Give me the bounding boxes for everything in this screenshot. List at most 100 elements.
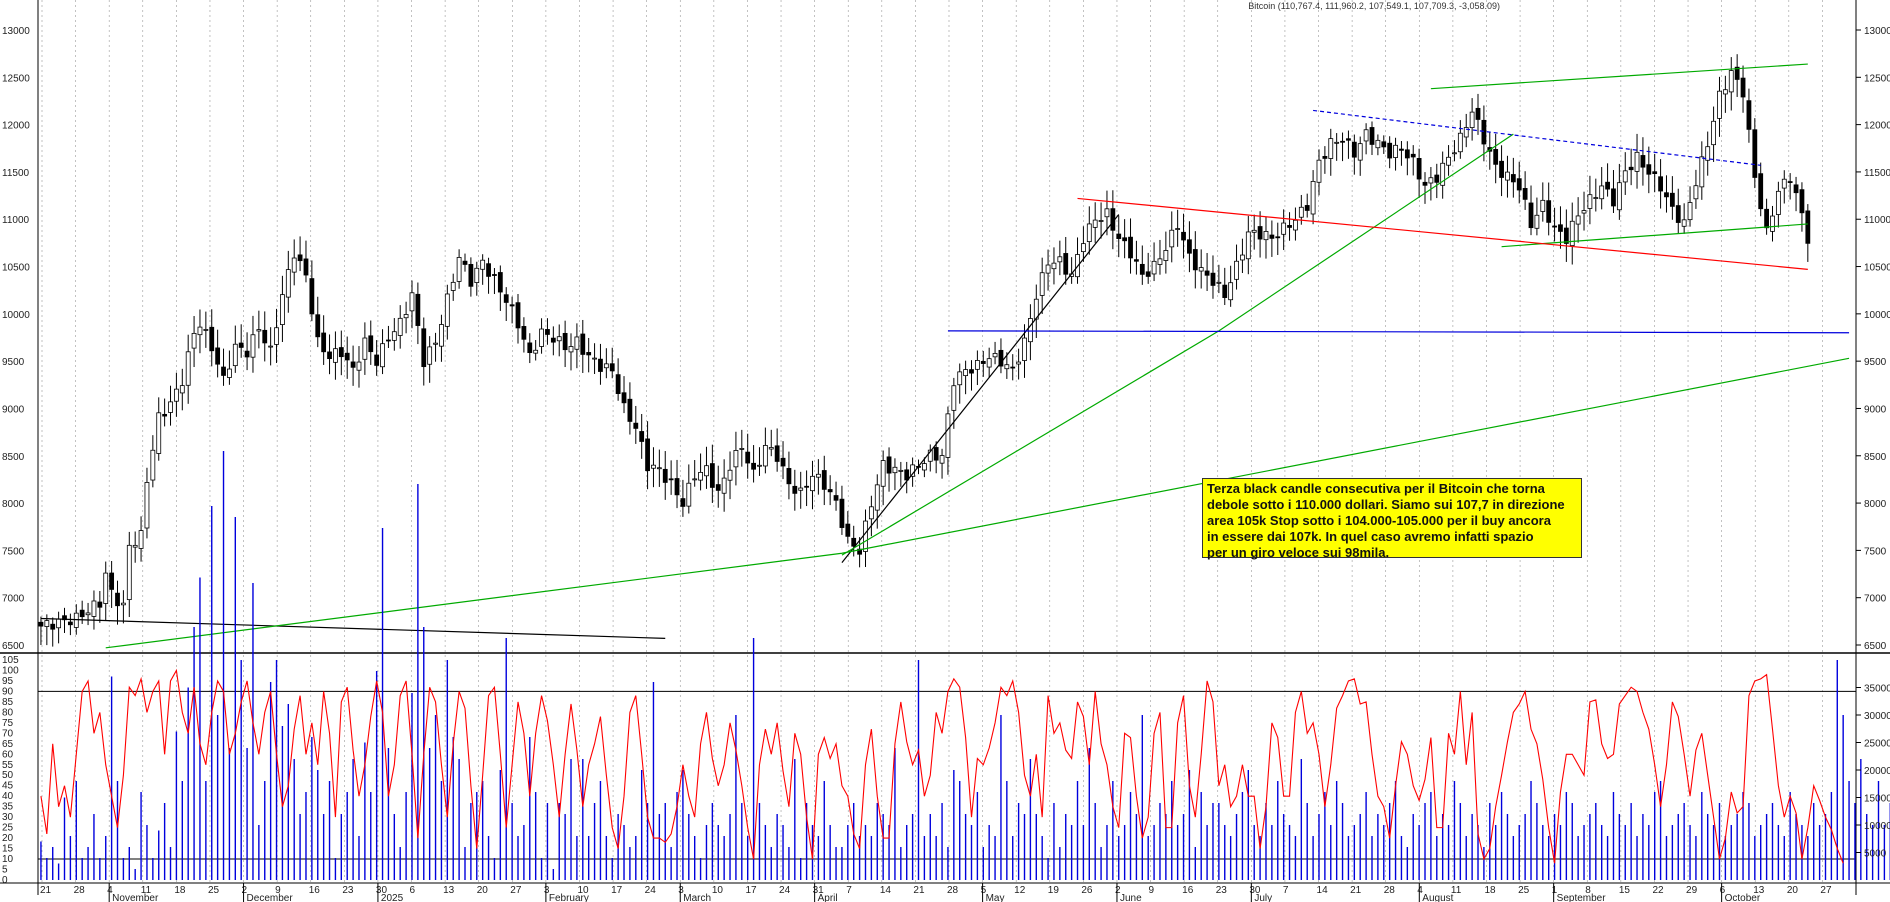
candle-body: [1057, 256, 1063, 263]
candle-body: [609, 363, 615, 372]
candle-body: [1245, 231, 1251, 260]
stochastic-series: [40, 668, 1844, 864]
y-tick-label: 12500: [1864, 73, 1890, 84]
candle-body: [1257, 226, 1263, 240]
trendlines: [40, 63, 1850, 649]
candle-body: [427, 346, 433, 365]
x-tick-label: 13: [1753, 885, 1765, 896]
candle-body: [1675, 205, 1681, 223]
x-tick-label: 17: [745, 885, 757, 896]
candle-body: [285, 269, 291, 298]
candle-body: [421, 328, 427, 368]
candle-body: [1145, 271, 1151, 277]
x-tick-label: 11: [141, 885, 152, 896]
candle-body: [38, 621, 44, 627]
x-tick-label: 1: [1552, 885, 1558, 896]
annotation-line: area 105k Stop sotto i 104.000-105.000 p…: [1207, 513, 1551, 528]
candle-body: [886, 456, 892, 474]
candle-body: [1328, 138, 1334, 159]
candle-body: [1363, 129, 1369, 142]
candle-body: [933, 447, 939, 461]
y-tick-label-left: 10500: [2, 263, 30, 274]
candle-body: [586, 352, 592, 356]
indicator-right-tick-label: 30000: [1864, 711, 1890, 722]
candle-body: [450, 281, 456, 291]
candle-body: [992, 353, 998, 358]
candle-body: [645, 438, 650, 472]
indicator-left-tick-label: 55: [2, 760, 14, 771]
candle-body: [1558, 224, 1563, 232]
indicator-left-tick-label: 90: [2, 686, 14, 697]
candle-body: [174, 388, 179, 402]
x-tick-label: 6: [410, 885, 416, 896]
candle-body: [1016, 361, 1022, 365]
candle-body: [368, 335, 374, 353]
x-tick-label: 26: [1081, 885, 1093, 896]
candle-body: [1499, 160, 1504, 178]
candle-body: [1228, 282, 1234, 301]
y-tick-label: 13000: [1864, 26, 1890, 37]
indicator-right-tick-label: 20000: [1864, 766, 1890, 777]
x-tick-label: 22: [1652, 885, 1664, 896]
month-label: April: [818, 893, 838, 902]
candle-body: [668, 478, 674, 481]
candle-body: [1281, 222, 1287, 235]
candle-body: [103, 572, 109, 604]
indicator-left-tick-label: 70: [2, 728, 14, 739]
candle-body: [1711, 120, 1716, 146]
candle-body: [1746, 100, 1752, 130]
candle-body: [868, 506, 874, 520]
candle-body: [1693, 185, 1699, 200]
x-axis: 21 28 4 11 18 25 2 9 16 23 30 6 13 20 27 3 10 17 24 3 10 17 24…: [40, 883, 1832, 902]
candle-body: [350, 361, 356, 368]
candle-body: [1139, 263, 1145, 275]
candle-body: [1010, 366, 1016, 369]
candle-body: [1298, 206, 1304, 218]
x-tick-label: 23: [342, 885, 354, 896]
trendline: [105, 357, 1850, 649]
candle-body: [1169, 229, 1175, 248]
x-tick-label: 21: [40, 885, 52, 896]
candle-body: [456, 257, 462, 282]
candle-body: [132, 544, 138, 548]
month-label: July: [1254, 893, 1272, 902]
candle-body: [680, 498, 686, 507]
candle-body: [627, 398, 633, 422]
candle-body: [1540, 199, 1546, 212]
candle-body: [197, 326, 203, 336]
candle-body: [1234, 260, 1239, 280]
x-tick-label: 14: [1317, 885, 1329, 896]
candle-body: [468, 264, 474, 287]
candle-body: [562, 332, 568, 351]
y-tick-label-left: 11500: [2, 168, 30, 179]
candle-body: [1793, 184, 1799, 194]
candle-body: [1322, 156, 1328, 159]
candle-body: [556, 336, 562, 342]
candle-body: [1187, 239, 1192, 254]
candle-body: [1516, 178, 1522, 191]
candle-body: [1475, 107, 1481, 120]
candle-body: [1422, 181, 1428, 186]
candle-body: [1216, 281, 1222, 284]
candle-body: [945, 413, 951, 458]
candle-body: [1569, 220, 1575, 247]
x-tick-label: 27: [510, 885, 522, 896]
y-tick-label-left: 11000: [2, 215, 30, 226]
candle-body: [497, 272, 503, 293]
candle-body: [474, 267, 480, 283]
candle-body: [780, 457, 786, 467]
candle-body: [1086, 223, 1092, 243]
month-label: November: [112, 893, 159, 902]
candle-body: [974, 360, 980, 370]
candle-body: [391, 331, 397, 341]
month-label: September: [1557, 893, 1607, 902]
candle-body: [1416, 158, 1422, 180]
candle-body: [927, 449, 933, 462]
indicator-left-tick-label: 45: [2, 781, 14, 792]
y-tick-label-left: 8500: [2, 452, 25, 463]
month-label: March: [683, 893, 711, 902]
candle-body: [1045, 264, 1051, 274]
candle-body: [880, 460, 886, 487]
indicator-left-tick-label: 0: [2, 875, 8, 886]
candle-body: [138, 530, 144, 549]
